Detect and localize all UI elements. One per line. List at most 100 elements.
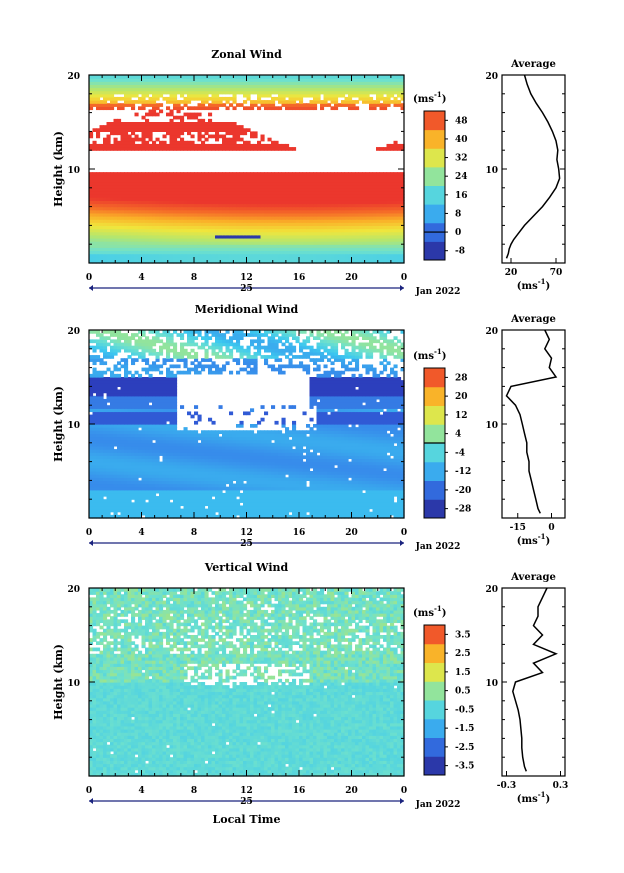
- heatmap-cell: [383, 253, 388, 258]
- heatmap-cell: [89, 131, 94, 136]
- heatmap-cell: [253, 231, 258, 236]
- heatmap-cell: [397, 228, 402, 233]
- heatmap-cell: [187, 216, 192, 220]
- heatmap-cell: [390, 253, 395, 258]
- heatmap-cell: [253, 247, 258, 252]
- heatmap-cell: [197, 212, 202, 217]
- heatmap-cell: [103, 231, 108, 236]
- heatmap-cell: [141, 241, 146, 245]
- heatmap-cell: [271, 225, 276, 230]
- heatmap-cell: [96, 222, 101, 226]
- heatmap-cell: [372, 219, 377, 223]
- heatmap-cell: [295, 212, 300, 217]
- heatmap-cell: [257, 234, 262, 239]
- heatmap-cell: [264, 222, 269, 226]
- heatmap-cell: [194, 219, 199, 223]
- heatmap-cell: [117, 140, 122, 145]
- heatmap-cell: [260, 256, 265, 261]
- heatmap-cell: [169, 259, 174, 264]
- heatmap-cell: [246, 241, 251, 245]
- heatmap-cell: [243, 247, 248, 252]
- x-tick-label: 0: [401, 273, 407, 283]
- heatmap-cell: [180, 234, 185, 239]
- heatmap-cell: [162, 228, 167, 233]
- profile-y-tick-label: 10: [485, 166, 498, 176]
- heatmap-cell: [166, 212, 171, 217]
- heatmap-cell: [103, 222, 108, 226]
- heatmap-cell: [323, 209, 328, 214]
- heatmap-cell: [162, 231, 167, 236]
- heatmap-cell: [292, 237, 297, 242]
- heatmap-cell: [386, 259, 391, 264]
- heatmap-cell: [211, 222, 216, 226]
- heatmap-cell: [183, 231, 188, 236]
- heatmap-cell: [299, 231, 304, 236]
- heatmap-cell: [264, 225, 269, 230]
- heatmap-cell: [302, 241, 307, 245]
- heatmap-cell: [285, 250, 290, 255]
- heatmap-cell: [89, 228, 94, 233]
- heatmap-cell: [134, 219, 139, 223]
- heatmap-cell: [211, 219, 216, 223]
- heatmap-cell: [393, 256, 398, 261]
- heatmap-cell: [365, 234, 370, 239]
- heatmap-cell: [194, 216, 199, 220]
- heatmap-cell: [351, 219, 356, 223]
- heatmap-cell: [316, 231, 321, 236]
- heatmap-cell: [225, 234, 230, 239]
- heatmap-cell: [246, 128, 251, 132]
- heatmap-cell: [222, 225, 227, 230]
- heatmap-cell: [194, 256, 199, 261]
- heatmap-cell: [344, 247, 349, 252]
- heatmap-cell: [295, 244, 300, 248]
- heatmap-cell: [232, 244, 237, 248]
- heatmap-cell: [106, 234, 111, 239]
- heatmap-cell: [173, 219, 178, 223]
- heatmap-cell: [246, 250, 251, 255]
- heatmap-cell: [89, 250, 94, 255]
- heatmap-cell: [159, 253, 164, 258]
- heatmap-cell: [400, 247, 405, 252]
- heatmap-cell: [288, 231, 293, 236]
- heatmap-cell: [390, 100, 395, 104]
- heatmap-cell: [299, 216, 304, 220]
- heatmap-cell: [309, 212, 314, 217]
- heatmap-cell: [288, 250, 293, 255]
- heatmap-cell: [323, 216, 328, 220]
- heatmap-cell: [271, 212, 276, 217]
- heatmap-cell: [397, 225, 402, 230]
- heatmap-cell: [211, 225, 216, 230]
- heatmap-cell: [155, 137, 160, 142]
- heatmap-cell: [355, 247, 360, 252]
- heatmap-cell: [232, 250, 237, 255]
- heatmap-cell: [131, 259, 136, 264]
- heatmap-cell: [376, 231, 381, 236]
- heatmap-cell: [138, 106, 143, 111]
- heatmap-cell: [351, 172, 356, 176]
- heatmap-cell: [365, 231, 370, 236]
- heatmap-cell: [117, 103, 122, 107]
- heatmap-cell: [243, 172, 248, 176]
- heatmap-cell: [162, 209, 167, 214]
- heatmap-cell: [358, 228, 363, 233]
- heatmap-cell: [288, 237, 293, 242]
- heatmap-cell: [120, 212, 125, 217]
- heatmap-cell: [225, 237, 230, 242]
- heatmap-cell: [162, 134, 167, 139]
- heatmap-cell: [180, 100, 185, 104]
- heatmap-cell: [372, 247, 377, 252]
- heatmap-cell: [155, 234, 160, 239]
- heatmap-cell: [134, 216, 139, 220]
- heatmap-cell: [337, 222, 342, 226]
- heatmap-cell: [173, 241, 178, 245]
- heatmap-cell: [117, 241, 122, 245]
- heatmap-cell: [400, 256, 405, 261]
- heatmap-cell: [225, 212, 230, 217]
- heatmap-cell: [166, 247, 171, 252]
- heatmap-cell: [246, 259, 251, 264]
- heatmap-cell: [127, 122, 132, 126]
- heatmap-cell: [285, 219, 290, 223]
- heatmap-cell: [281, 234, 286, 239]
- heatmap-cell: [159, 241, 164, 245]
- heatmap-cell: [348, 228, 353, 233]
